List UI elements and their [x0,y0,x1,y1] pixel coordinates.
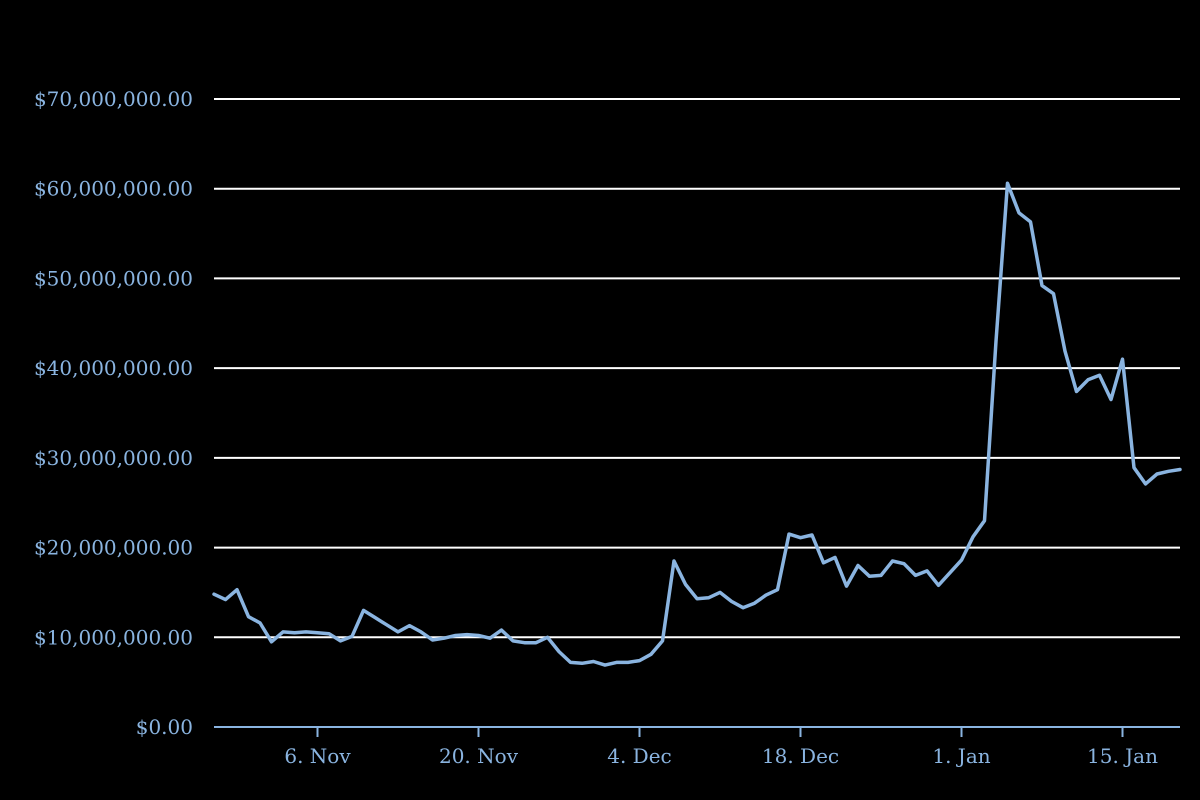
y-tick-label: $0.00 [136,715,193,739]
y-tick-label: $30,000,000.00 [34,446,193,470]
x-tick-label: 1. Jan [932,744,990,768]
x-tick-label: 18. Dec [762,744,839,768]
x-tick-label: 15. Jan [1087,744,1158,768]
series-group [212,181,1182,667]
y-axis-labels: $0.00 $10,000,000.00 $20,000,000.00 $30,000… [34,87,193,739]
y-tick-label: $10,000,000.00 [34,625,193,649]
x-axis-ticks [316,727,1124,737]
y-tick-label: $50,000,000.00 [34,266,193,290]
y-gridlines [214,98,1180,639]
y-tick-label: $20,000,000.00 [34,536,193,560]
series-line [212,181,1182,667]
x-tick-label: 4. Dec [607,744,672,768]
y-tick-label: $60,000,000.00 [34,177,193,201]
x-tick-label: 6. Nov [284,744,351,768]
x-axis-labels: 6. Nov 20. Nov 4. Dec 18. Dec 1. Jan 15. Jan [284,744,1158,768]
y-tick-label: $40,000,000.00 [34,356,193,380]
y-tick-label: $70,000,000.00 [34,87,193,111]
x-tick-label: 20. Nov [439,744,519,768]
